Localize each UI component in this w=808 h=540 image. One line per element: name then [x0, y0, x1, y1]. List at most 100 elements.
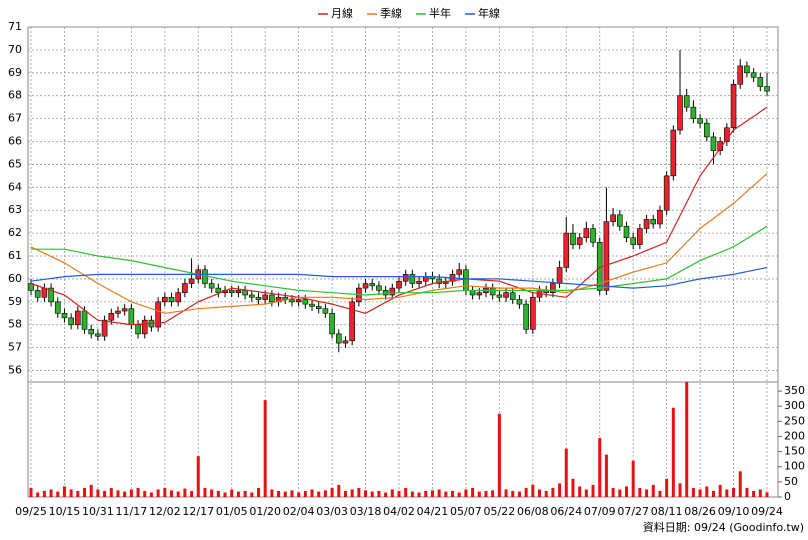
candle-body — [48, 287, 54, 303]
moving-average — [30, 106, 768, 326]
volume-bar — [685, 382, 689, 497]
candle-body — [703, 122, 710, 138]
volume-tick-label: 100 — [784, 460, 805, 473]
candle-body — [570, 232, 576, 245]
candle-body — [509, 292, 516, 300]
volume-bar — [49, 489, 53, 497]
volume-bar — [62, 486, 66, 497]
y-tick-label: 61 — [8, 249, 22, 262]
x-tick-label: 09/25 — [15, 505, 47, 518]
legend-label: 半年 — [429, 6, 451, 20]
volume-bar — [183, 488, 187, 497]
candle-body — [249, 294, 255, 298]
candle-body — [730, 83, 737, 129]
y-tick-label: 60 — [8, 272, 22, 285]
candle-body — [135, 324, 141, 335]
candle-body — [650, 219, 657, 225]
y-tick-label: 59 — [8, 295, 22, 308]
volume-bar — [123, 491, 127, 497]
volume-bar — [384, 492, 388, 497]
candle-body — [54, 301, 61, 314]
candle-body — [188, 278, 195, 284]
volume-bar — [163, 487, 167, 497]
candle-body — [255, 296, 262, 300]
x-tick-label: 03/18 — [350, 505, 382, 518]
volume-bar — [758, 489, 762, 497]
candle-body — [556, 267, 563, 284]
y-tick-label: 70 — [8, 43, 22, 56]
volume-bar — [256, 487, 260, 497]
volume-bar — [564, 448, 568, 497]
volume-bar — [665, 478, 669, 497]
volume-bar — [270, 489, 274, 497]
x-tick-label: 06/08 — [517, 505, 549, 518]
candle-body — [456, 269, 463, 275]
volume-bar — [263, 400, 267, 497]
volume-bar — [190, 490, 194, 497]
x-tick-label: 08/26 — [684, 505, 716, 518]
candle-body — [616, 214, 623, 227]
volume-bar — [364, 490, 368, 497]
volume-bar — [42, 490, 46, 497]
volume-bar — [451, 490, 455, 497]
volume-bar — [752, 490, 756, 497]
candle-body — [737, 65, 744, 85]
volume-bar — [604, 454, 608, 497]
volume-bar — [136, 487, 140, 497]
volume-bar — [531, 484, 535, 497]
volume-bar — [223, 492, 227, 497]
y-tick-label: 65 — [8, 157, 22, 170]
volume-bar — [210, 489, 214, 497]
candle-body — [322, 308, 329, 314]
candle-body — [516, 299, 523, 305]
volume-bar — [517, 491, 521, 497]
volume-bar — [277, 490, 281, 497]
x-tick-label: 02/04 — [283, 505, 315, 518]
x-tick-label: 09/10 — [718, 505, 750, 518]
volume-bar — [283, 491, 287, 497]
volume-bar — [430, 490, 434, 497]
candle-body — [289, 299, 295, 303]
volume-tick-label: 350 — [784, 384, 805, 397]
candle-body — [630, 237, 636, 245]
candle-body — [396, 280, 402, 289]
volume-bar — [444, 491, 448, 497]
volume-bar — [203, 487, 207, 497]
candle-body — [376, 285, 382, 291]
volume-bar — [477, 491, 481, 497]
y-tick-label: 66 — [8, 135, 22, 148]
candle-body — [670, 129, 677, 177]
volume-bar — [765, 492, 769, 497]
x-tick-label: 04/21 — [417, 505, 449, 518]
volume-bar — [584, 489, 588, 497]
volume-tick-label: 200 — [784, 429, 805, 442]
volume-bar — [216, 490, 220, 497]
y-tick-label: 71 — [8, 20, 22, 33]
volume-bar — [678, 483, 682, 497]
volume-bar — [29, 487, 33, 497]
moving-average — [31, 225, 768, 296]
candle-body — [262, 294, 268, 300]
volume-bar — [464, 489, 468, 497]
candle-body — [402, 274, 409, 282]
volume-bar — [671, 407, 675, 497]
candle-body — [643, 219, 650, 229]
volume-bar — [504, 489, 508, 497]
candle-body — [757, 77, 764, 87]
x-tick-label: 07/27 — [617, 505, 649, 518]
candle-body — [162, 296, 168, 303]
volume-bar — [511, 490, 515, 497]
volume-bar — [457, 492, 461, 497]
candle-body — [496, 294, 503, 298]
volume-bar — [645, 489, 649, 497]
candle-body — [61, 312, 68, 319]
x-tick-label: 12/17 — [182, 505, 214, 518]
volume-bar — [484, 490, 488, 497]
grid — [28, 26, 778, 497]
volume-bar — [170, 490, 174, 497]
candle-body — [121, 308, 128, 312]
candle-body — [369, 283, 376, 287]
candle-body — [95, 333, 101, 337]
volume-bar — [611, 487, 615, 497]
